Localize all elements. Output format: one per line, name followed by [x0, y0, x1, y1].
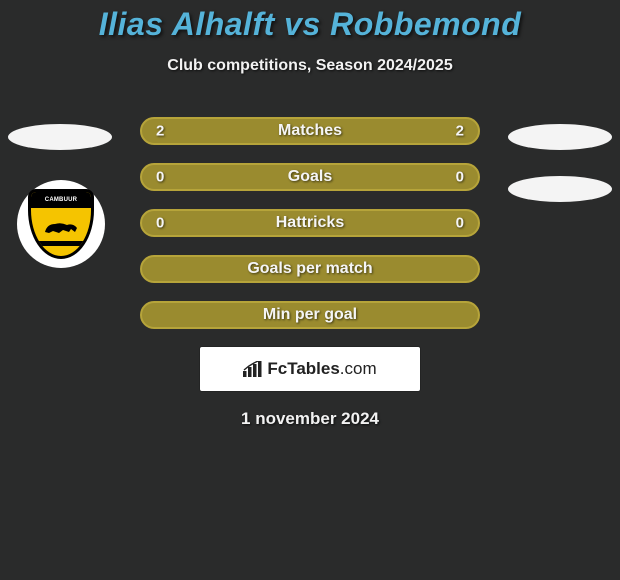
stats-list: 2 Matches 2 0 Goals 0 0 Hattricks 0 Goal…: [0, 117, 620, 329]
stat-right-value: 2: [456, 123, 464, 140]
subtitle: Club competitions, Season 2024/2025: [0, 57, 620, 75]
brand-text: FcTables.com: [267, 359, 376, 379]
stat-left-value: 0: [156, 215, 164, 232]
stat-left-value: 0: [156, 169, 164, 186]
stat-row-matches: 2 Matches 2: [140, 117, 480, 145]
stat-label: Min per goal: [263, 306, 357, 324]
page-title: Ilias Alhalft vs Robbemond: [0, 0, 620, 43]
stat-label: Matches: [278, 122, 342, 140]
brand-badge: FcTables.com: [200, 347, 420, 391]
stat-row-hattricks: 0 Hattricks 0: [140, 209, 480, 237]
stat-row-goals-per-match: Goals per match: [140, 255, 480, 283]
brand-text-bold: FcTables: [267, 359, 339, 378]
stat-row-min-per-goal: Min per goal: [140, 301, 480, 329]
date-label: 1 november 2024: [0, 409, 620, 429]
stat-label: Goals: [288, 168, 332, 186]
stat-right-value: 0: [456, 215, 464, 232]
stat-right-value: 0: [456, 169, 464, 186]
stat-label: Hattricks: [276, 214, 344, 232]
brand-chart-icon: [243, 361, 263, 377]
stat-left-value: 2: [156, 123, 164, 140]
brand-text-light: .com: [340, 359, 377, 378]
stat-label: Goals per match: [247, 260, 372, 278]
stat-row-goals: 0 Goals 0: [140, 163, 480, 191]
